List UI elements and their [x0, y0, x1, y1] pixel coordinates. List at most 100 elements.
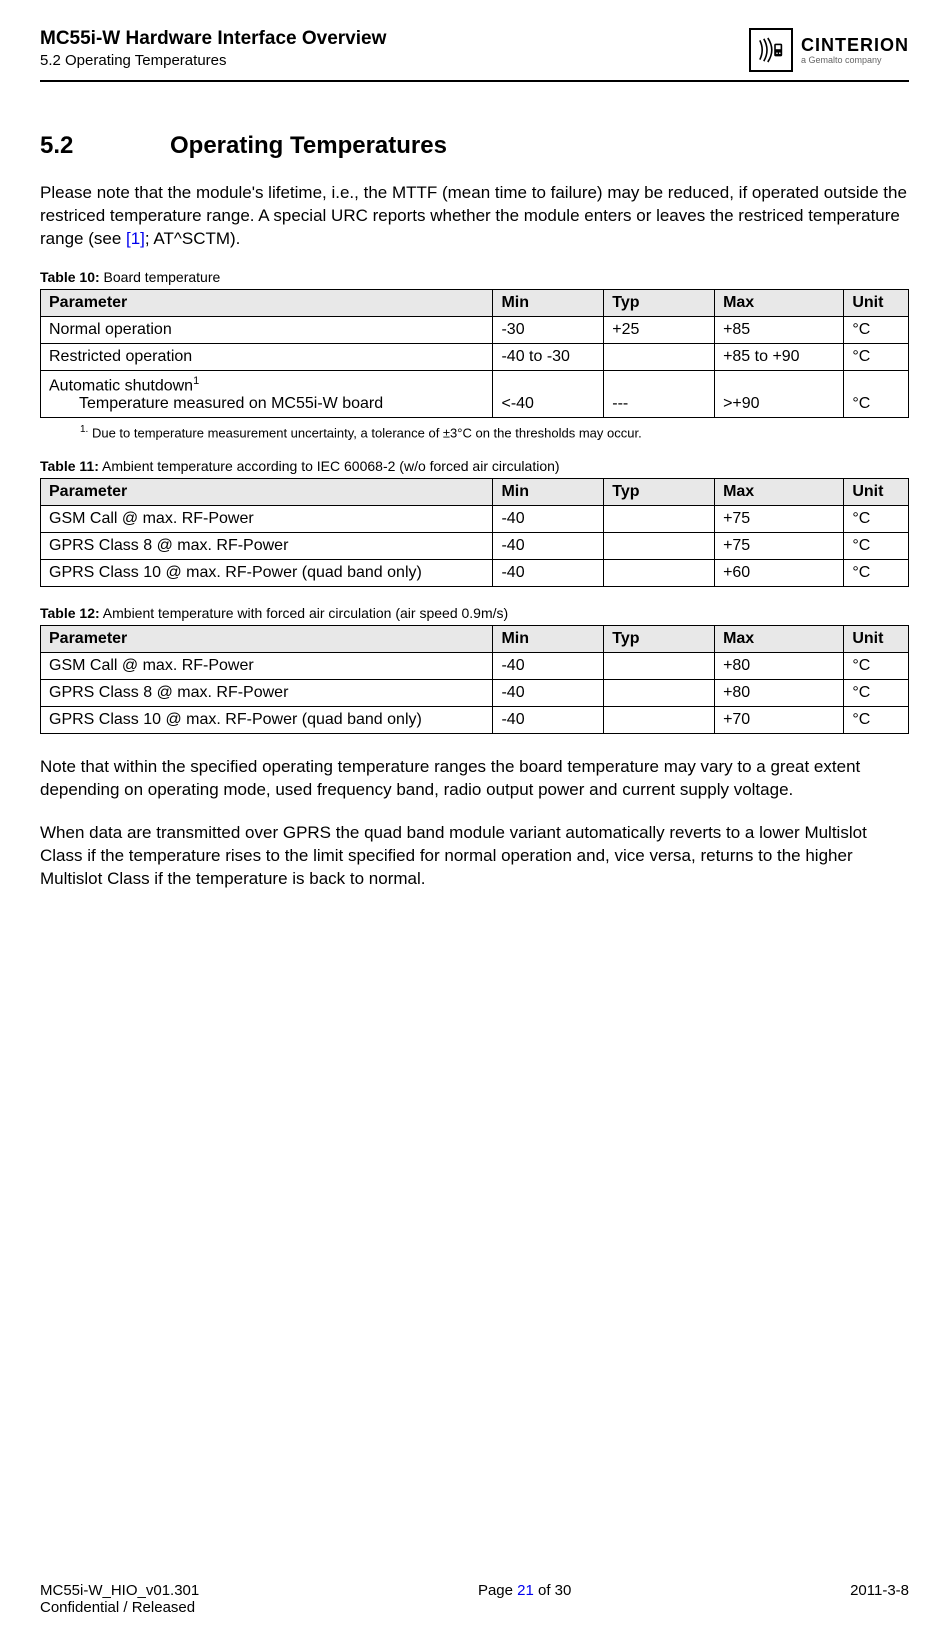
table-header: Typ [604, 479, 715, 506]
table12-block: Table 12: Ambient temperature with force… [40, 605, 909, 734]
table-row: GPRS Class 10 @ max. RF-Power (quad band… [41, 560, 909, 587]
table-row: Normal operation -30 +25 +85 °C [41, 316, 909, 343]
table-header: Parameter [41, 626, 493, 653]
table-cell: -40 to -30 [493, 343, 604, 370]
table11-header-row: Parameter Min Typ Max Unit [41, 479, 909, 506]
footer-confidential: Confidential / Released [40, 1599, 199, 1616]
table11-caption-text: Ambient temperature according to IEC 600… [102, 458, 560, 474]
table-header: Unit [844, 626, 909, 653]
table-header: Max [715, 479, 844, 506]
table-row: Restricted operation -40 to -30 +85 to +… [41, 343, 909, 370]
doc-subtitle: 5.2 Operating Temperatures [40, 52, 386, 69]
table-cell: +85 to +90 [715, 343, 844, 370]
table-cell: °C [844, 506, 909, 533]
table10-caption-text: Board temperature [104, 269, 221, 285]
table-header: Min [493, 289, 604, 316]
table-row: GPRS Class 8 @ max. RF-Power -40 +75 °C [41, 533, 909, 560]
table-cell: --- [604, 370, 715, 417]
reference-link[interactable]: [1] [126, 229, 145, 248]
logo-main-text: CINTERION [801, 36, 909, 54]
table11-caption: Table 11: Ambient temperature according … [40, 458, 909, 474]
table-row: GSM Call @ max. RF-Power -40 +75 °C [41, 506, 909, 533]
footnote-ref: 1 [193, 375, 199, 387]
table-cell: +75 [715, 533, 844, 560]
page-footer: MC55i-W_HIO_v01.301 Confidential / Relea… [40, 1582, 909, 1616]
table12: Parameter Min Typ Max Unit GSM Call @ ma… [40, 625, 909, 734]
table-cell: +25 [604, 316, 715, 343]
footer-doc-id: MC55i-W_HIO_v01.301 [40, 1582, 199, 1599]
body-paragraph-1: Note that within the specified operating… [40, 756, 909, 802]
table-cell [604, 680, 715, 707]
table10-block: Table 10: Board temperature Parameter Mi… [40, 269, 909, 441]
table-row: GPRS Class 8 @ max. RF-Power -40 +80 °C [41, 680, 909, 707]
table-cell: °C [844, 680, 909, 707]
table12-caption: Table 12: Ambient temperature with force… [40, 605, 909, 621]
table-cell: Restricted operation [41, 343, 493, 370]
table-cell: -40 [493, 653, 604, 680]
table12-caption-text: Ambient temperature with forced air circ… [103, 605, 508, 621]
footer-date: 2011-3-8 [850, 1582, 909, 1616]
table-header: Max [715, 289, 844, 316]
table12-header-row: Parameter Min Typ Max Unit [41, 626, 909, 653]
table-header: Unit [844, 479, 909, 506]
table-cell [604, 343, 715, 370]
table-cell: +70 [715, 707, 844, 734]
intro-text-after: ; AT^SCTM). [145, 229, 241, 248]
table10: Parameter Min Typ Max Unit Normal operat… [40, 289, 909, 418]
footer-left: MC55i-W_HIO_v01.301 Confidential / Relea… [40, 1582, 199, 1616]
table-cell: °C [844, 653, 909, 680]
section-heading: 5.2Operating Temperatures [40, 132, 909, 160]
table-cell [604, 707, 715, 734]
table-row: GPRS Class 10 @ max. RF-Power (quad band… [41, 707, 909, 734]
table-cell: GSM Call @ max. RF-Power [41, 506, 493, 533]
table-cell: +80 [715, 680, 844, 707]
table-cell: °C [844, 560, 909, 587]
table-header: Min [493, 626, 604, 653]
doc-title: MC55i-W Hardware Interface Overview [40, 28, 386, 50]
table-cell [604, 560, 715, 587]
table-cell: Normal operation [41, 316, 493, 343]
table-header: Unit [844, 289, 909, 316]
table-cell [604, 653, 715, 680]
table-cell: +60 [715, 560, 844, 587]
table-cell: GPRS Class 10 @ max. RF-Power (quad band… [41, 707, 493, 734]
table-cell: °C [844, 343, 909, 370]
table-cell: Automatic shutdown1 Temperature measured… [41, 370, 493, 417]
table-cell: GSM Call @ max. RF-Power [41, 653, 493, 680]
table-cell: <-40 [493, 370, 604, 417]
param-main: Automatic shutdown [49, 377, 193, 394]
header-left: MC55i-W Hardware Interface Overview 5.2 … [40, 28, 386, 69]
logo-icon [749, 28, 793, 72]
table-cell: -30 [493, 316, 604, 343]
table-cell: -40 [493, 707, 604, 734]
logo-sub-text: a Gemalto company [801, 56, 909, 65]
table12-caption-label: Table 12: [40, 605, 100, 621]
table10-caption-label: Table 10: [40, 269, 100, 285]
section-title: Operating Temperatures [170, 132, 447, 159]
page-header: MC55i-W Hardware Interface Overview 5.2 … [40, 28, 909, 82]
table-cell: °C [844, 370, 909, 417]
table-cell [604, 533, 715, 560]
table-cell: -40 [493, 533, 604, 560]
table-cell: -40 [493, 680, 604, 707]
table-header: Max [715, 626, 844, 653]
table-cell: -40 [493, 560, 604, 587]
table-row: Automatic shutdown1 Temperature measured… [41, 370, 909, 417]
page-number-link[interactable]: 21 [517, 1582, 534, 1599]
intro-paragraph: Please note that the module's lifetime, … [40, 182, 909, 251]
footnote-text: Due to temperature measurement uncertain… [92, 425, 642, 440]
table-cell: °C [844, 533, 909, 560]
table-row: GSM Call @ max. RF-Power -40 +80 °C [41, 653, 909, 680]
footer-page: Page 21 of 30 [478, 1582, 571, 1616]
table-cell: °C [844, 707, 909, 734]
table10-caption: Table 10: Board temperature [40, 269, 909, 285]
table10-footnote: 1. Due to temperature measurement uncert… [80, 424, 909, 440]
section-number: 5.2 [40, 132, 170, 160]
logo-text: CINTERION a Gemalto company [801, 36, 909, 65]
table-cell [604, 506, 715, 533]
table-cell: GPRS Class 8 @ max. RF-Power [41, 533, 493, 560]
body-paragraph-2: When data are transmitted over GPRS the … [40, 822, 909, 891]
table-header: Typ [604, 289, 715, 316]
table-cell: GPRS Class 10 @ max. RF-Power (quad band… [41, 560, 493, 587]
table11-caption-label: Table 11: [40, 458, 99, 474]
